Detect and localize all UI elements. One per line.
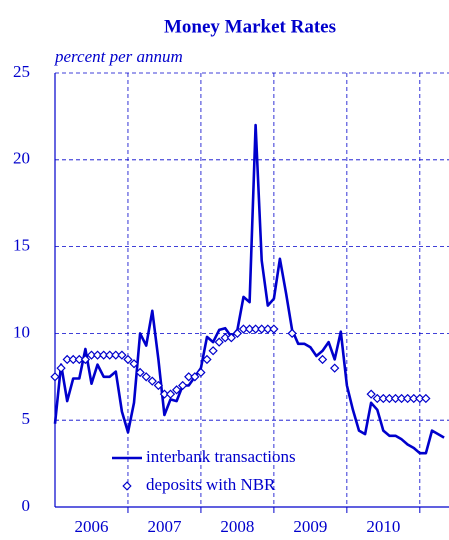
diamond-marker (111, 350, 121, 360)
diamond-marker (147, 376, 157, 386)
diamond-marker (196, 367, 206, 378)
chart-title: Money Market Rates (164, 16, 336, 37)
diamond-marker (153, 380, 164, 391)
diamond-marker (80, 354, 91, 365)
diamond-marker (287, 328, 297, 339)
diamond-marker (171, 385, 182, 395)
diamond-marker (317, 354, 328, 365)
diamond-marker (50, 372, 60, 382)
diamond-marker (226, 333, 237, 343)
y-tick-label: 25 (13, 62, 30, 81)
diamond-marker (250, 324, 261, 334)
y-tick-label: 20 (13, 149, 30, 168)
diamond-marker (92, 350, 103, 360)
x-tick-label: 2006 (74, 517, 108, 536)
diamond-marker (409, 393, 419, 404)
diamond-marker (257, 324, 267, 334)
diamond-marker (99, 350, 109, 360)
diamond-marker (238, 324, 249, 334)
diamond-marker (263, 324, 273, 334)
diamond-marker (105, 350, 115, 360)
y-tick-label: 0 (22, 496, 31, 515)
diamond-marker (232, 328, 243, 339)
y-tick-label: 5 (22, 409, 31, 428)
diamond-marker (123, 354, 133, 365)
diamond-marker (141, 372, 151, 382)
legend-label: deposits with NBR (146, 475, 276, 494)
diamond-marker (86, 350, 97, 360)
legend-label: interbank transactions (146, 447, 296, 466)
series-line (53, 123, 445, 455)
x-tick-label: 2009 (293, 517, 327, 536)
diamond-marker (269, 324, 279, 334)
diamond-marker (129, 359, 139, 369)
diamond-marker (396, 393, 407, 404)
diamond-marker (178, 380, 188, 391)
diamond-marker (220, 333, 230, 343)
diamond-marker (330, 363, 340, 373)
x-tick-label: 2008 (220, 517, 254, 536)
diamond-marker (184, 372, 194, 382)
diamond-marker (165, 389, 176, 399)
diamond-marker (415, 393, 425, 404)
diamond-marker (214, 337, 224, 347)
diamond-marker (208, 346, 218, 356)
diamond-marker (384, 393, 395, 404)
chart-subtitle: percent per annum (54, 47, 183, 66)
legend-marker (122, 481, 132, 491)
diamond-marker (74, 354, 84, 365)
x-tick-label: 2010 (366, 517, 400, 536)
x-tick-label: 2007 (147, 517, 182, 536)
diamond-marker (68, 354, 78, 365)
diamond-marker (378, 393, 388, 404)
diamond-marker (244, 324, 255, 334)
diamond-marker (117, 350, 127, 360)
diamond-marker (390, 393, 401, 404)
diamond-marker (190, 372, 200, 382)
diamond-marker (62, 354, 72, 365)
diamond-marker (372, 393, 382, 404)
diamond-marker (366, 389, 376, 399)
diamond-marker (135, 367, 145, 378)
diamond-marker (159, 389, 170, 399)
diamond-marker (402, 393, 413, 404)
diamond-marker (56, 363, 66, 373)
y-tick-label: 15 (13, 236, 30, 255)
diamond-marker (421, 393, 431, 404)
diamond-marker (202, 354, 212, 365)
y-tick-label: 10 (13, 322, 30, 341)
